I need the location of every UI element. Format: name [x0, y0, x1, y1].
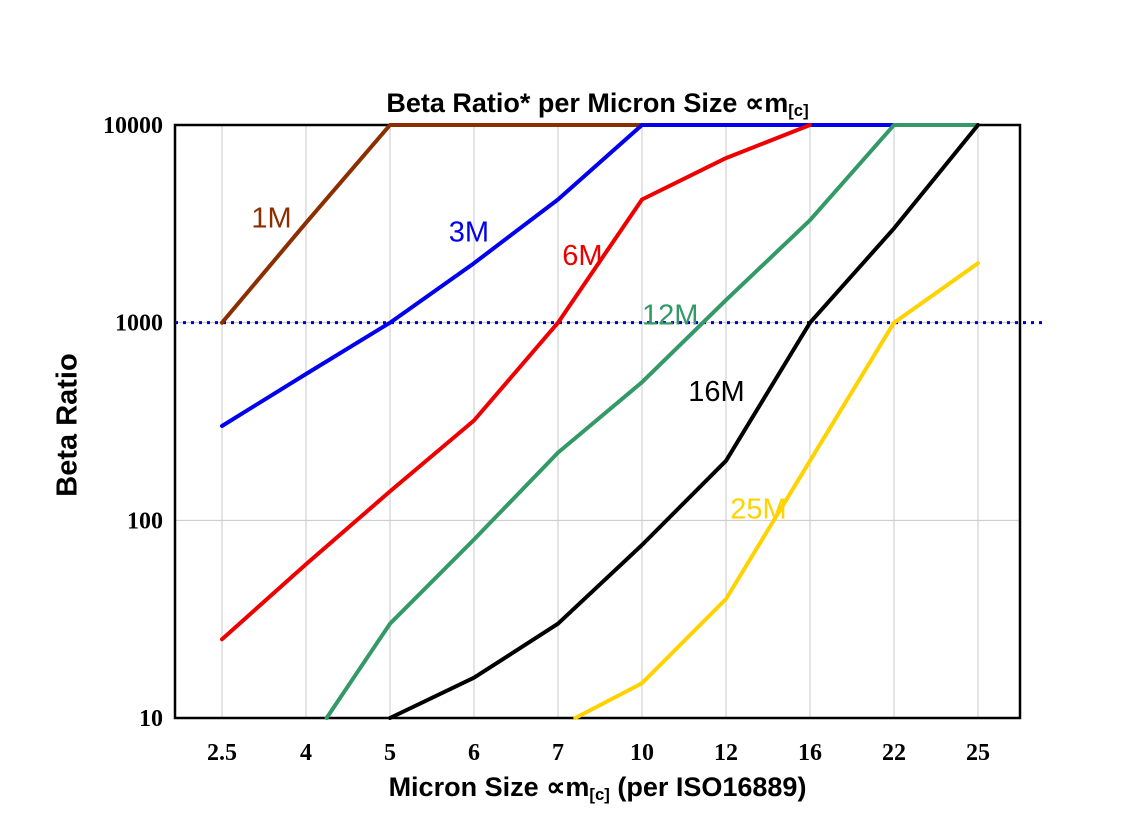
micron-symbol: ∝m	[744, 88, 789, 118]
y-tick-10000: 10000	[103, 113, 163, 139]
y-tick-1000: 1000	[115, 311, 163, 337]
y-tick-10: 10	[139, 706, 163, 732]
x-tick-5: 5	[384, 740, 396, 766]
series-label-1M: 1M	[251, 203, 291, 235]
series-line-12M	[324, 123, 980, 720]
series-label-16M: 16M	[688, 376, 744, 408]
micron-subscript: [c]	[788, 101, 809, 121]
series-line-16M	[388, 123, 980, 720]
micron-symbol-x: ∝m	[546, 772, 590, 802]
chart-title-text: Beta Ratio* per Micron Size	[386, 88, 745, 118]
series-line-6M	[220, 123, 812, 642]
series-label-12M: 12M	[642, 299, 698, 331]
series-line-25M	[573, 261, 980, 720]
x-tick-22: 22	[882, 740, 906, 766]
x-tick-4: 4	[300, 740, 312, 766]
series-label-25M: 25M	[730, 493, 786, 525]
series-label-3M: 3M	[449, 216, 489, 248]
x-tick-10: 10	[630, 740, 654, 766]
x-tick-2.5: 2.5	[207, 740, 237, 766]
x-tick-6: 6	[468, 740, 480, 766]
micron-subscript-x: [c]	[589, 785, 610, 805]
series-label-6M: 6M	[562, 240, 602, 272]
x-tick-12: 12	[714, 740, 738, 766]
x-label-text: Micron Size	[388, 772, 547, 802]
x-axis-label: Micron Size ∝m[c] (per ISO16889)	[175, 772, 1020, 805]
x-label-suffix: (per ISO16889)	[609, 772, 807, 802]
y-tick-100: 100	[127, 508, 163, 534]
chart-title: Beta Ratio* per Micron Size ∝m[c]	[175, 88, 1020, 121]
series-line-3M	[220, 123, 896, 428]
x-tick-25: 25	[966, 740, 990, 766]
x-tick-16: 16	[798, 740, 822, 766]
series-line-1M	[220, 123, 644, 325]
x-tick-7: 7	[552, 740, 564, 766]
